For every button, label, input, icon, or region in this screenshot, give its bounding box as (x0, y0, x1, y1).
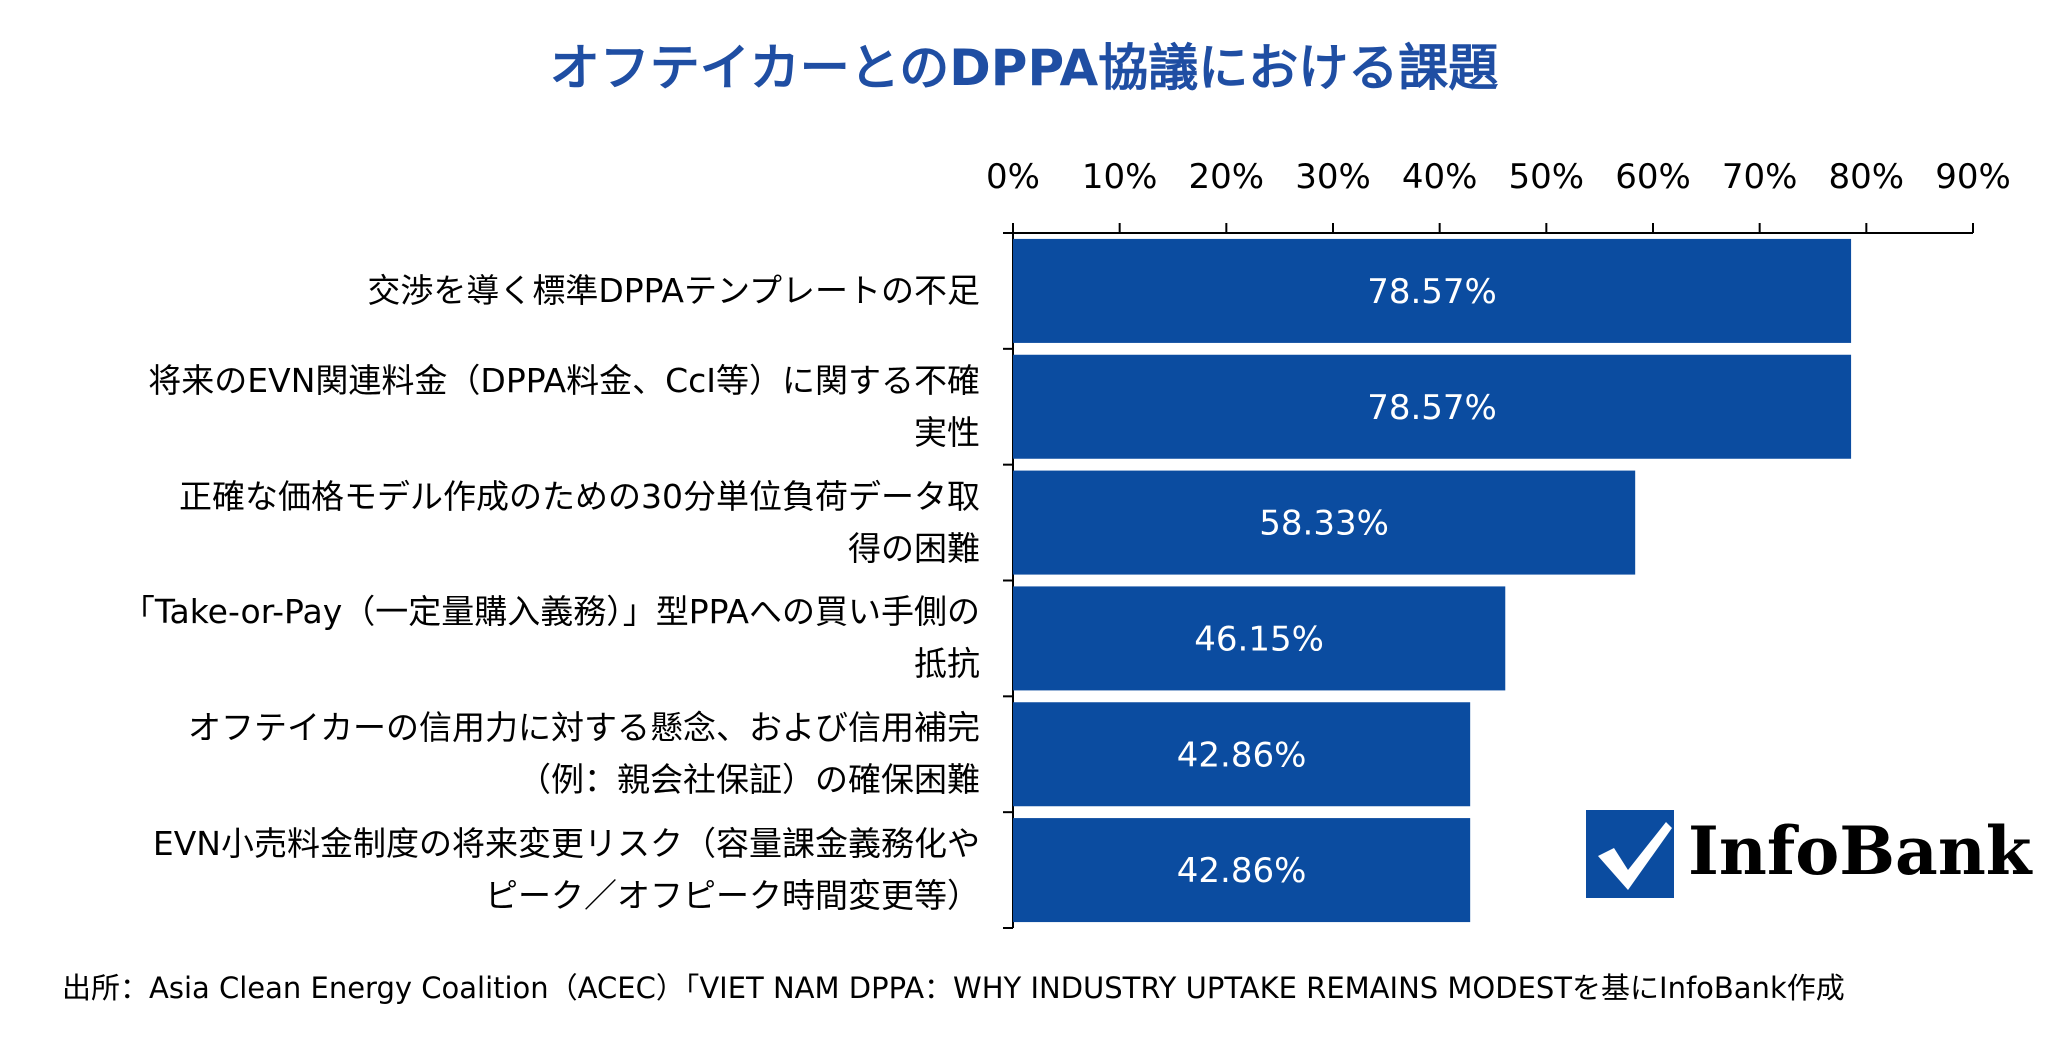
category-label-line: 将来のEVN関連料金（DPPA料金、CcI等）に関する不確 (148, 360, 980, 400)
chart-title: オフテイカーとのDPPA協議における課題 (549, 39, 1499, 97)
category-label-line: 得の困難 (848, 528, 980, 568)
category-label-line: 抵抗 (914, 644, 980, 684)
x-tick-label: 90% (1935, 157, 2011, 197)
category-label-line: ピーク／オフピーク時間変更等） (485, 876, 980, 916)
category-label: 将来のEVN関連料金（DPPA料金、CcI等）に関する不確実性 (20, 355, 980, 459)
bar-data-label: 58.33% (1259, 504, 1389, 544)
bar-data-label: 78.57% (1367, 388, 1497, 428)
infobank-logo: InfoBank (1584, 808, 2032, 908)
category-label-line: 「Take-or-Pay（一定量購入義務）」型PPAへの買い手側の (121, 592, 980, 632)
bar-data-label: 78.57% (1367, 272, 1497, 312)
bar (1013, 586, 1506, 691)
category-label: 正確な価格モデル作成のための30分単位負荷データ取得の困難 (20, 471, 980, 575)
x-tick-label: 0% (986, 157, 1040, 197)
x-tick-label: 10% (1082, 157, 1158, 197)
x-tick-label: 60% (1615, 157, 1691, 197)
bar (1013, 354, 1852, 459)
category-label-line: オフテイカーの信用力に対する懸念、および信用補完 (188, 708, 980, 748)
category-label: オフテイカーの信用力に対する懸念、および信用補完 （例：親会社保証）の確保困難 (20, 702, 980, 806)
category-label-line: EVN小売料金制度の将来変更リスク（容量課金義務化や (152, 824, 980, 864)
x-tick-label: 40% (1402, 157, 1478, 197)
x-tick-label: 30% (1295, 157, 1371, 197)
x-tick-label: 20% (1189, 157, 1265, 197)
category-label: EVN小売料金制度の将来変更リスク（容量課金義務化やピーク／オフピーク時間変更等… (20, 818, 980, 922)
category-label: 「Take-or-Pay（一定量購入義務）」型PPAへの買い手側の抵抗 (20, 586, 980, 690)
x-tick-label: 70% (1722, 157, 1798, 197)
bar-data-label: 42.86% (1177, 851, 1307, 891)
source-note: 出所：Asia Clean Energy Coalition（ACEC）「VIE… (62, 971, 1845, 1005)
logo-text: InfoBank (1688, 812, 2032, 890)
category-label: 交渉を導く標準DPPAテンプレートの不足 (20, 265, 980, 317)
checkmark-logo-icon (1586, 810, 1674, 898)
category-label-line: 正確な価格モデル作成のための30分単位負荷データ取 (179, 476, 980, 516)
bar (1013, 470, 1636, 575)
bar (1013, 238, 1852, 343)
bar-data-label: 46.15% (1194, 619, 1324, 659)
x-tick-label: 80% (1829, 157, 1905, 197)
bar-data-label: 42.86% (1177, 735, 1307, 775)
bar (1013, 702, 1471, 807)
category-label-line: 交渉を導く標準DPPAテンプレートの不足 (367, 270, 980, 310)
bar (1013, 818, 1471, 923)
category-label-line: （例：親会社保証）の確保困難 (518, 760, 980, 800)
category-label-line: 実性 (914, 412, 980, 452)
x-tick-label: 50% (1509, 157, 1585, 197)
